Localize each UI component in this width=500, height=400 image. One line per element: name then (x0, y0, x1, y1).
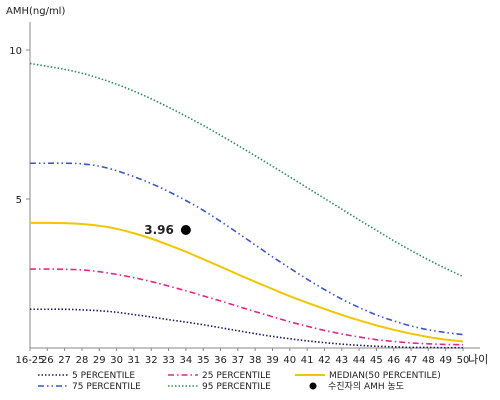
x-tick-label: 48 (422, 355, 435, 366)
x-tick-label: 37 (231, 355, 244, 366)
x-tick-label: 35 (197, 355, 210, 366)
x-tick-label: 16-25 (15, 355, 44, 366)
x-tick-label: 40 (283, 355, 296, 366)
legend-label: 75 PERCENTILE (72, 382, 141, 392)
x-tick-label: 38 (249, 355, 262, 366)
series-lines (29, 62, 464, 349)
x-axis-label: 나이 (468, 353, 488, 366)
x-tick-label: 26 (41, 355, 54, 366)
x-tick-label: 41 (301, 355, 314, 366)
x-tick-label: 47 (405, 355, 418, 366)
series-line-95-percentile (29, 62, 464, 278)
legend-label: 95 PERCENTILE (202, 382, 271, 392)
patient-amh-point (180, 224, 191, 235)
y-axis-label: AMH(ng/ml) (6, 6, 65, 17)
y-tick-group: 5 10 (9, 46, 30, 206)
legend-label: 25 PERCENTILE (202, 371, 271, 381)
x-tick-label: 36 (214, 355, 227, 366)
x-tick-label: 34 (180, 355, 193, 366)
patient-amh-value-label: 3.96 (144, 223, 174, 237)
legend-label: MEDIAN(50 PERCENTILE) (329, 371, 441, 381)
patient-marker: 3.96 (144, 223, 191, 237)
legend: 5 PERCENTILE 25 PERCENTILE MEDIAN(50 PERCE… (38, 371, 441, 392)
series-line-median-50-percentile (29, 221, 464, 343)
x-tick-label: 31 (128, 355, 141, 366)
legend-marker-label: 수진자의 AMH 농도 (328, 381, 404, 392)
x-tick-label: 45 (370, 355, 383, 366)
legend-marker-dot (309, 382, 317, 390)
x-tick-label: 49 (439, 355, 452, 366)
x-tick-label: 29 (93, 355, 106, 366)
series-line-75-percentile (29, 162, 464, 336)
x-tick-label: 32 (145, 355, 158, 366)
x-tick-label: 42 (318, 355, 331, 366)
y-tick-label: 5 (16, 195, 22, 206)
x-tick-label: 44 (353, 355, 366, 366)
series-line-25-percentile (29, 268, 464, 346)
x-tick-label: 33 (162, 355, 175, 366)
x-tick-label: 50 (457, 355, 470, 366)
x-tick-label: 43 (335, 355, 348, 366)
legend-label: 5 PERCENTILE (72, 371, 135, 381)
x-tick-label: 27 (58, 355, 71, 366)
x-tick-label: 46 (387, 355, 400, 366)
x-tick-label: 39 (266, 355, 279, 366)
series-line-5-percentile (30, 308, 464, 349)
y-tick-label: 10 (9, 46, 22, 57)
x-tick-label: 30 (110, 355, 123, 366)
x-tick-label: 28 (76, 355, 89, 366)
